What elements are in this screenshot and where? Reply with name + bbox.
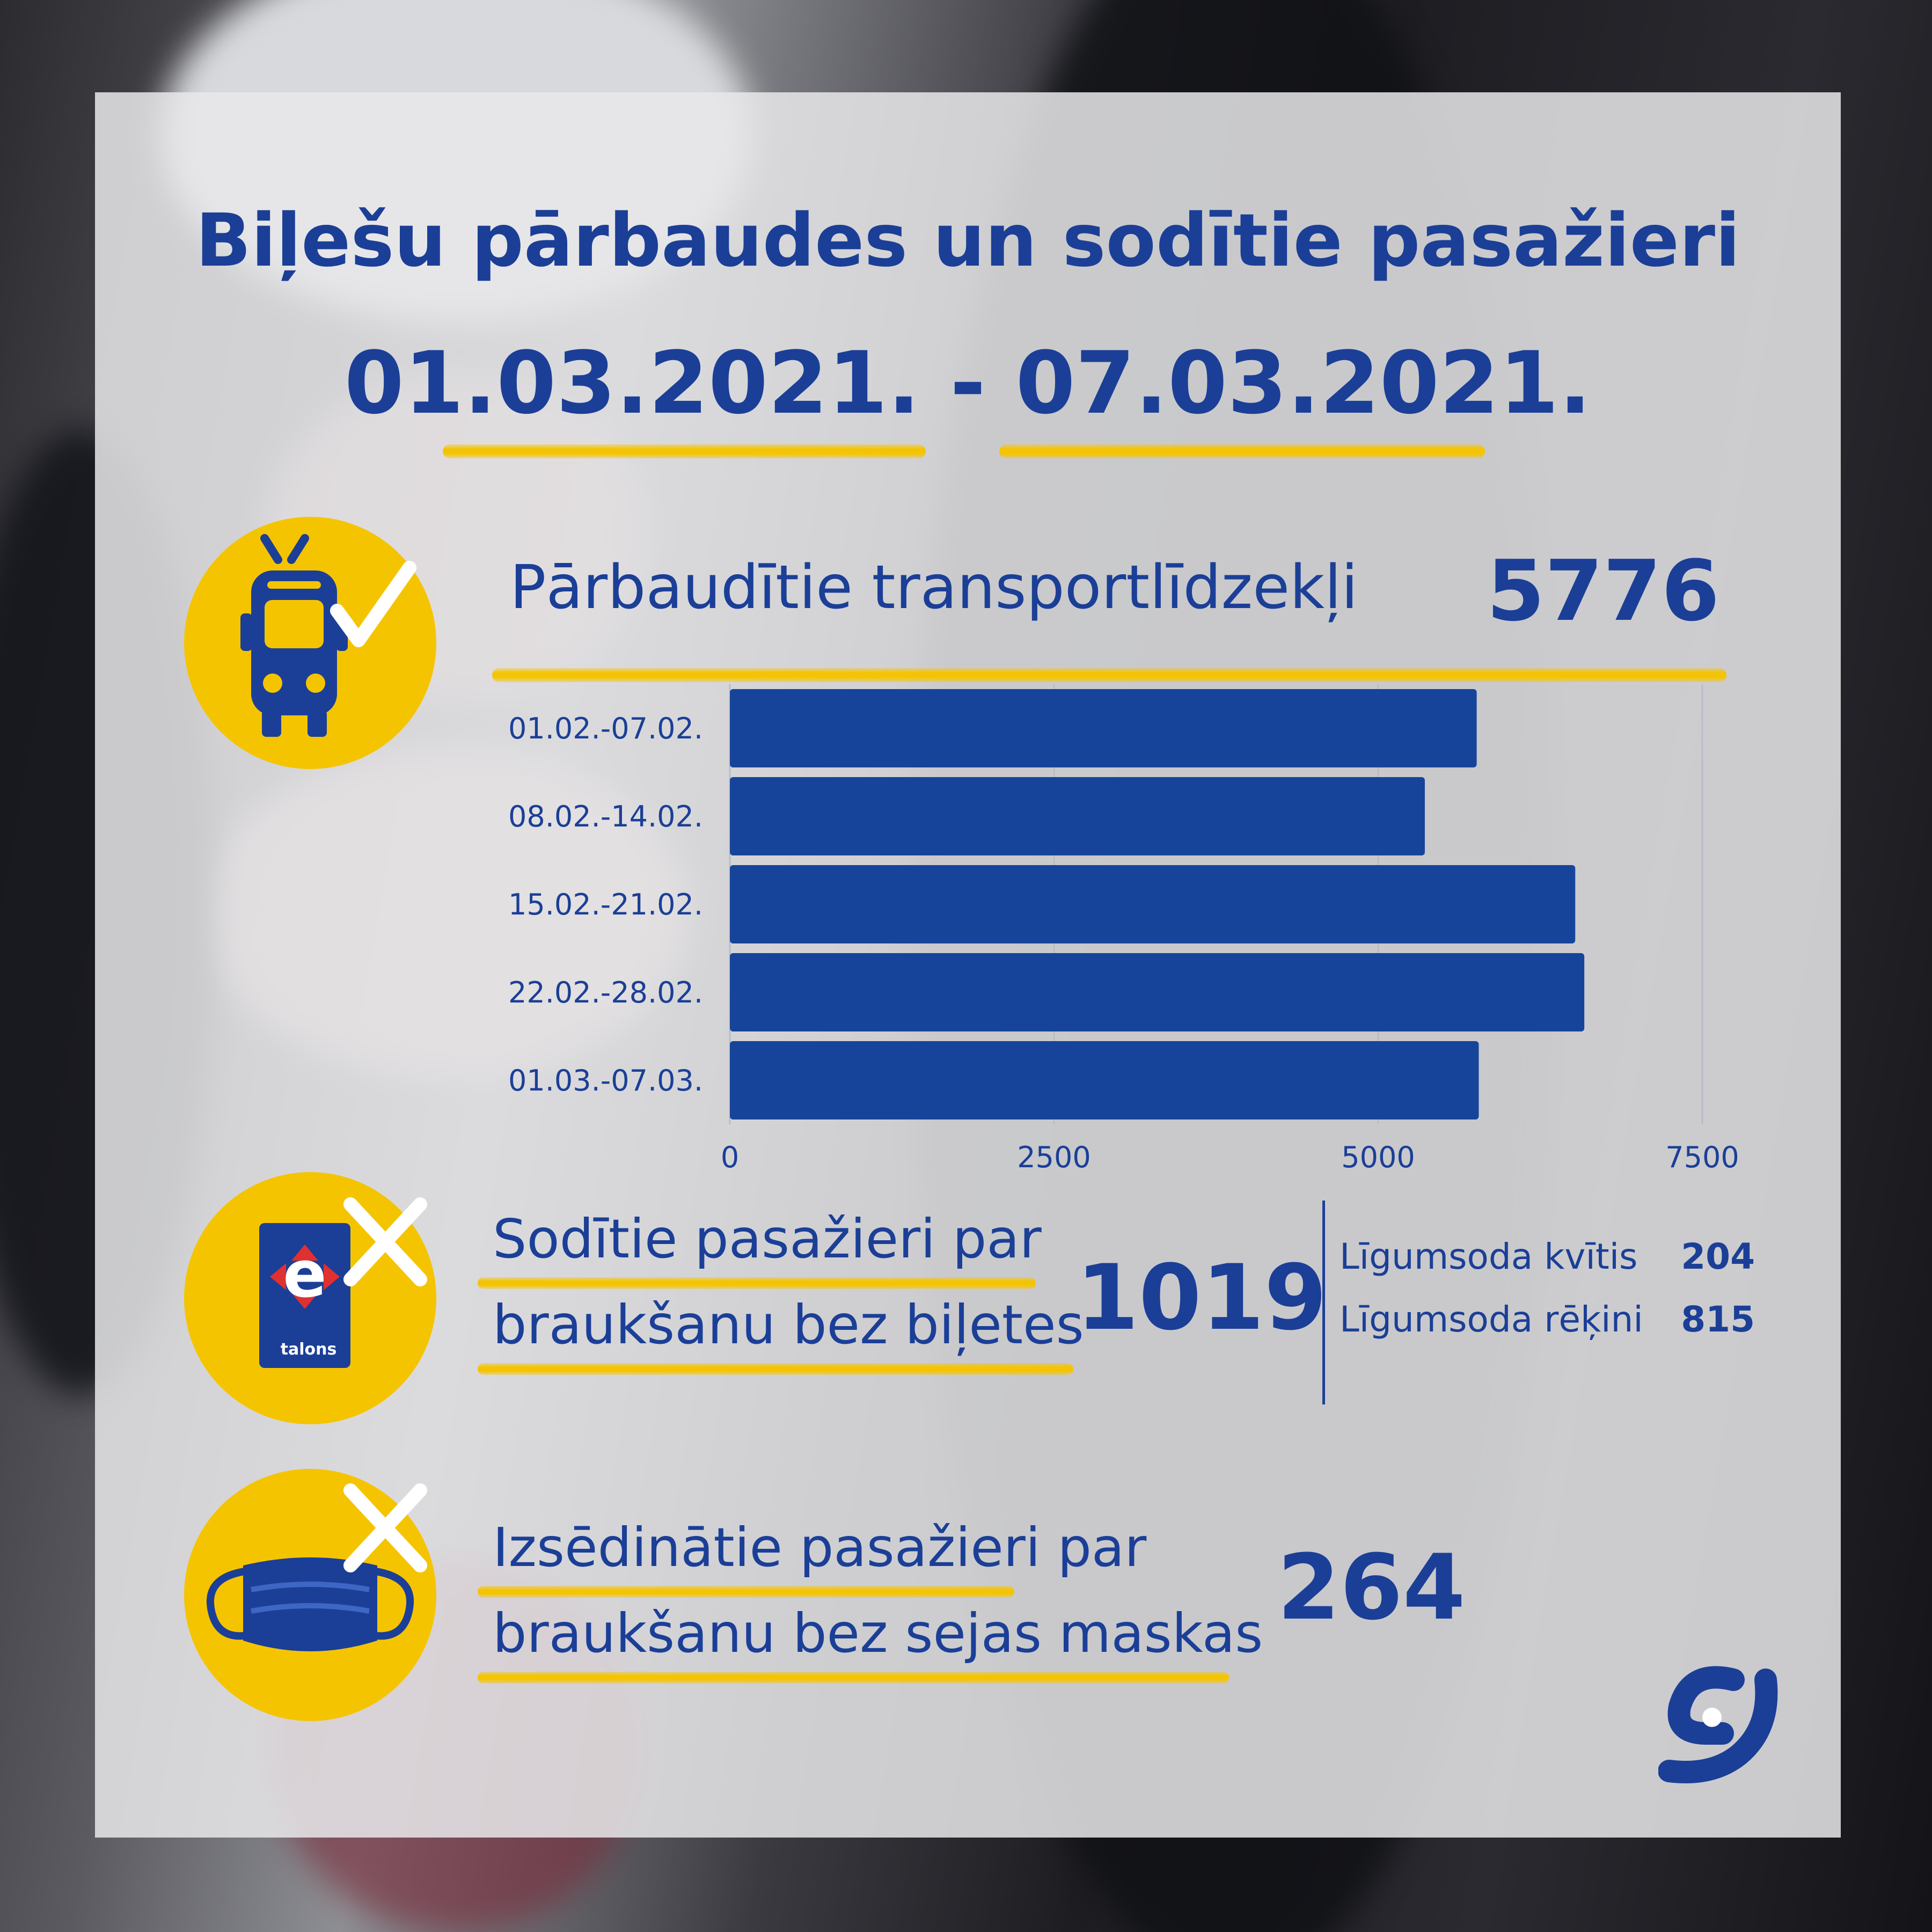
fined-underline-2 (478, 1363, 1073, 1375)
breakdown-value-receipts: 204 (1681, 1236, 1755, 1277)
rigas-satiksme-logo (1658, 1666, 1778, 1783)
fined-label-line1: Sodītie pasažieri par (493, 1208, 1042, 1270)
fined-badge: e talons (184, 1172, 436, 1424)
date-underline-right (999, 444, 1485, 458)
masks-underline-2 (478, 1672, 1229, 1684)
face-mask-cross-icon (206, 1483, 427, 1651)
card-brand-text: talons (281, 1340, 337, 1359)
vehicles-underline (492, 668, 1726, 682)
breakdown-label-invoices: Līgumsoda rēķini (1340, 1299, 1643, 1340)
vehicles-badge (184, 517, 436, 769)
masks-badge (184, 1469, 436, 1721)
trolleybus-check-icon (240, 534, 416, 737)
vehicles-value: 5776 (1487, 542, 1720, 640)
vehicles-label: Pārbaudītie transportlīdzekļi (510, 553, 1358, 623)
page-title: Biļešu pārbaudes un sodītie pasažieri (195, 199, 1740, 283)
masks-value: 264 (1277, 1535, 1466, 1640)
date-range: 01.03.2021. - 07.03.2021. (344, 333, 1592, 433)
fined-underline-1 (478, 1277, 1036, 1289)
date-underline-left (443, 444, 926, 458)
fined-label-line2: braukšanu bez biļetes (493, 1293, 1084, 1356)
svg-text:e: e (283, 1238, 326, 1312)
fined-value: 1019 (1076, 1245, 1327, 1350)
masks-label-line1: Izsēdinātie pasažieri par (493, 1516, 1147, 1579)
breakdown-value-invoices: 815 (1681, 1299, 1755, 1340)
breakdown-divider (1322, 1201, 1325, 1404)
breakdown-label-receipts: Līgumsoda kvītis (1340, 1236, 1638, 1277)
masks-underline-1 (478, 1586, 1014, 1598)
masks-label-line2: braukšanu bez sejas maskas (493, 1602, 1263, 1665)
etalons-card-cross-icon: e talons (259, 1197, 427, 1368)
